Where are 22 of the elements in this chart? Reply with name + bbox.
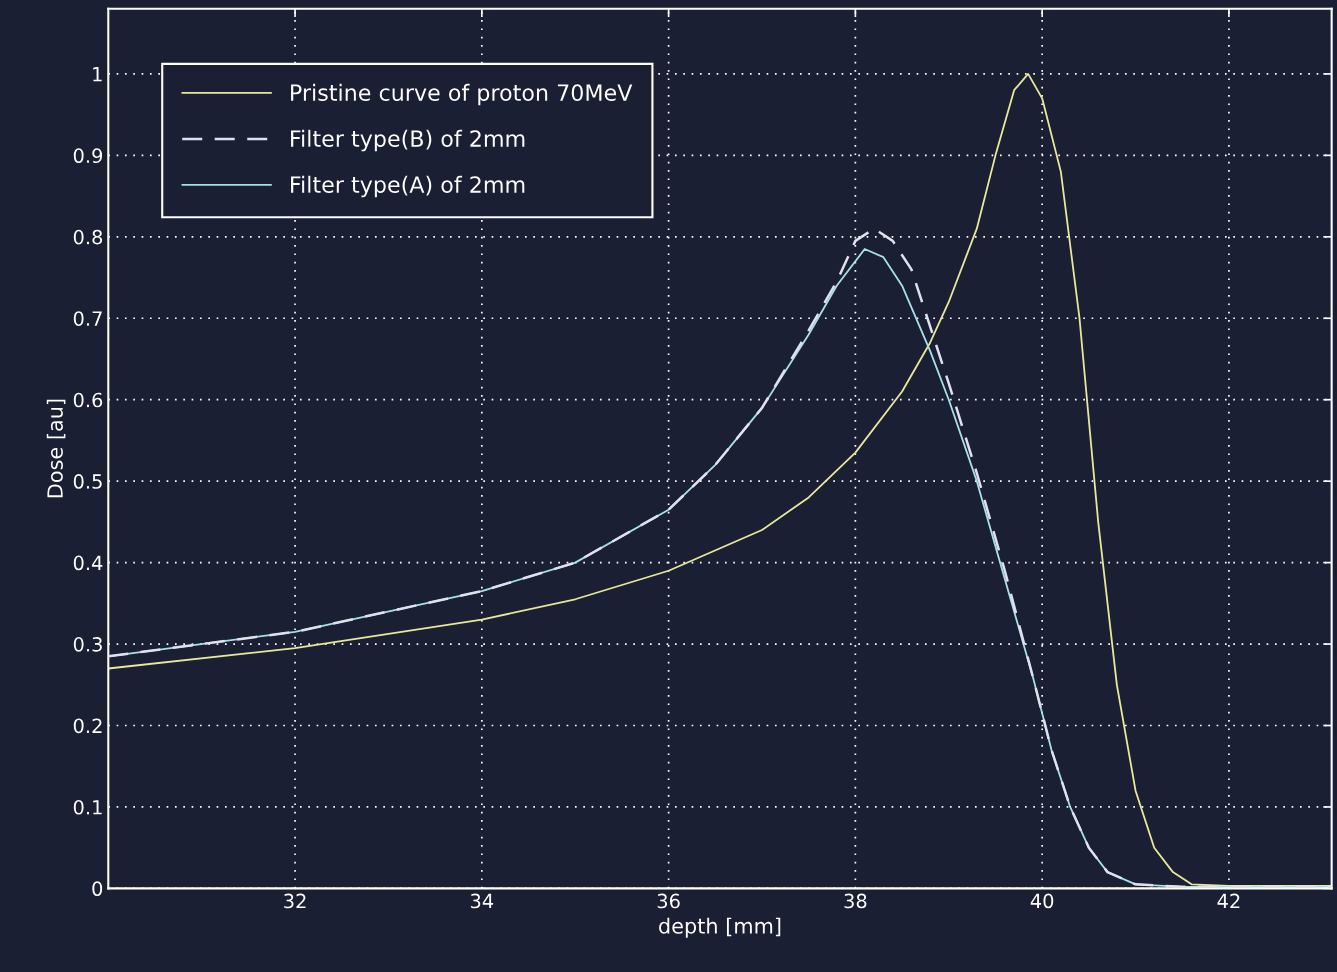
x-tick-label: 42 bbox=[1217, 893, 1240, 909]
y-tick-label: 0.3 bbox=[73, 637, 102, 652]
y-axis-title: Dose [au] bbox=[46, 399, 66, 498]
y-tick-label: 0.5 bbox=[73, 474, 102, 489]
legend-label: Filter type(B) of 2mm bbox=[291, 129, 525, 152]
y-tick-label: 0.6 bbox=[73, 392, 103, 408]
x-tick-label: 32 bbox=[284, 893, 306, 909]
y-tick-label: 0.2 bbox=[73, 718, 102, 734]
y-tick-label: 0.1 bbox=[73, 799, 102, 815]
y-tick-label: 0.7 bbox=[73, 311, 102, 326]
legend-label: Filter type(A) of 2mm bbox=[291, 175, 525, 198]
y-tick-label: 0.9 bbox=[73, 148, 103, 164]
y-tick-label: 0.8 bbox=[73, 229, 103, 245]
x-tick-label: 40 bbox=[1030, 893, 1054, 909]
y-tick-label: 0.4 bbox=[73, 555, 103, 571]
x-tick-label: 34 bbox=[470, 893, 494, 909]
y-tick-label: 0 bbox=[92, 881, 103, 897]
y-tick-label: 1 bbox=[93, 67, 102, 82]
legend-label: Pristine curve of proton 70MeV bbox=[291, 83, 633, 106]
x-axis-title: depth [mm] bbox=[659, 917, 781, 938]
x-tick-label: 38 bbox=[844, 893, 867, 909]
x-tick-label: 36 bbox=[657, 893, 680, 909]
